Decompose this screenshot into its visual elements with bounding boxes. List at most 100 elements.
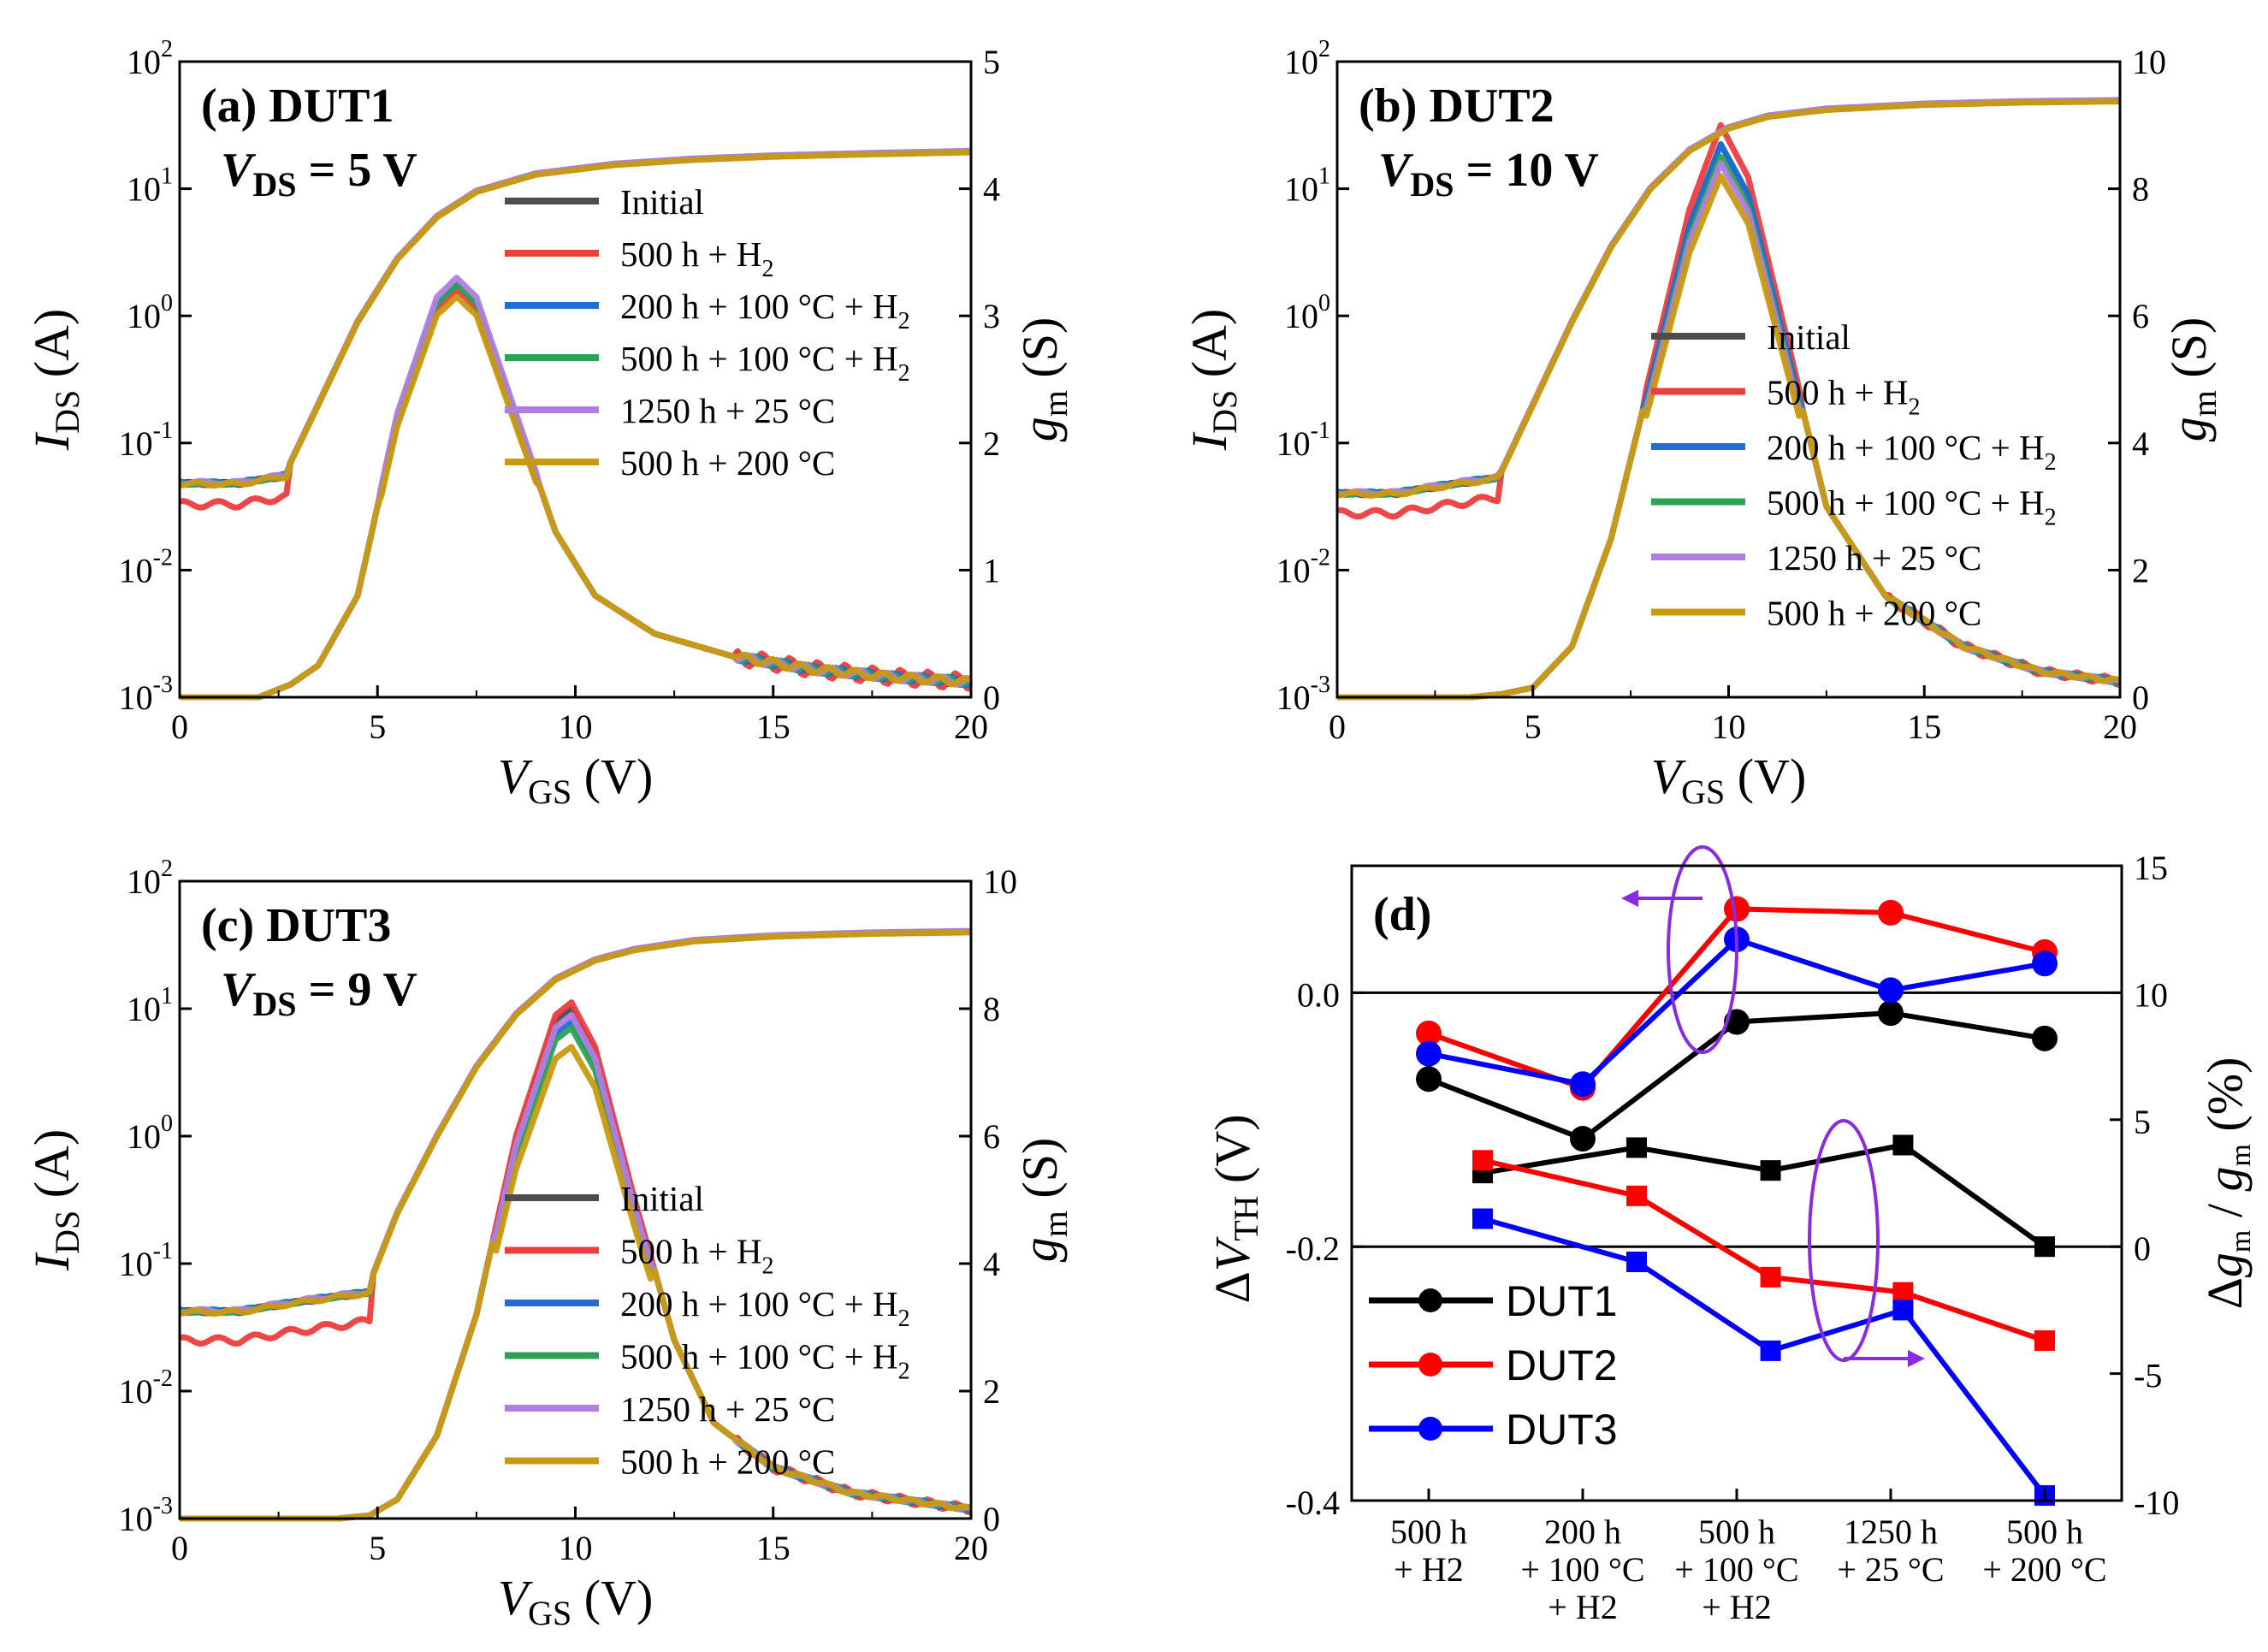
category-label: 1250 h + 25 °C <box>1837 1513 1944 1589</box>
tick-base: 10 <box>127 170 161 209</box>
category-label: 500 h + H2 <box>1390 1513 1467 1589</box>
y2-tick-label: 0 <box>2132 678 2149 717</box>
y2-tick-label: 10 <box>2134 975 2168 1014</box>
vds-sub: DS <box>1410 165 1454 204</box>
legend-label: DUT2 <box>1506 1341 1618 1389</box>
tick-exponent: 0 <box>161 1110 173 1137</box>
panel-title: (a) DUT1 <box>201 80 394 133</box>
dvth-point-DUT2 <box>1878 899 1904 926</box>
tick-base: 10 <box>119 424 153 463</box>
axis-delta: Δ <box>1205 1271 1260 1303</box>
ids-curve-5 <box>1336 98 2121 499</box>
tick-base: 10 <box>119 551 153 589</box>
y-tick-label: 100 <box>1284 290 1330 335</box>
y2-tick-label: 10 <box>983 862 1017 901</box>
axis-var: I <box>24 1252 80 1271</box>
dgm-point-DUT2 <box>1760 1266 1781 1288</box>
tick-exponent: -2 <box>1311 544 1330 571</box>
legend-label: 1250 h + 25 °C <box>620 391 835 430</box>
legend-label: DUT1 <box>1506 1277 1618 1325</box>
gm-curve-5 <box>1337 173 2122 701</box>
x-tick-label: 0 <box>171 708 188 746</box>
y2-axis-label: Δgm / gm (%) <box>2197 1057 2257 1310</box>
category-line: + H2 <box>1394 1550 1463 1589</box>
y2-tick-label: 4 <box>983 170 1000 209</box>
y-tick-label: 101 <box>127 983 173 1028</box>
tick-exponent: 1 <box>161 163 173 190</box>
dgm-point-DUT1 <box>1760 1160 1781 1181</box>
y-tick-label: 102 <box>127 856 173 901</box>
y2-tick-label: 5 <box>2134 1103 2151 1141</box>
tick-exponent: 2 <box>1318 36 1330 62</box>
axis-unit: (A) <box>1181 309 1237 390</box>
x-tick-label: 5 <box>369 1529 386 1567</box>
y-tick-label: 100 <box>127 1110 173 1156</box>
category-line: 500 h <box>1390 1513 1467 1551</box>
legend-text: 500 h + H <box>1767 373 1908 412</box>
axis-sep: / <box>2197 1192 2253 1230</box>
axis-sub: DS <box>48 1211 86 1254</box>
legend-label: Initial <box>1767 317 1851 357</box>
axis-sub: GS <box>528 773 571 811</box>
y-axis-label: ΔVTH (V) <box>1205 1114 1265 1303</box>
x-tick-label: 0 <box>1329 708 1346 746</box>
y-tick-label: 10-3 <box>119 1493 173 1538</box>
legend-label: 500 h + 100 °C + H2 <box>620 339 910 387</box>
tick-base: 10 <box>127 297 161 335</box>
legend-label: 200 h + 100 °C + H2 <box>620 287 910 335</box>
category-label: 500 h + 200 °C <box>1982 1513 2106 1589</box>
legend-label: DUT3 <box>1506 1406 1618 1454</box>
y-tick-label: -0.4 <box>1286 1483 1340 1522</box>
tick-exponent: -2 <box>153 544 173 571</box>
dgm-point-DUT1 <box>2034 1236 2055 1258</box>
tick-base: 10 <box>1284 170 1318 209</box>
dgm-point-DUT3 <box>1472 1208 1493 1229</box>
vds-sub: DS <box>252 165 296 204</box>
axis-sub: GS <box>528 1594 571 1632</box>
legend-text: 500 h + 100 °C + H <box>620 1337 898 1377</box>
axis-sub: m <box>2225 1144 2257 1166</box>
legend-label: 500 h + H2 <box>620 234 773 282</box>
legend-label: 200 h + 100 °C + H2 <box>620 1284 910 1332</box>
legend-text: 200 h + 100 °C + H <box>620 287 898 326</box>
axis-sub: TH <box>1227 1195 1265 1240</box>
vds-var: V <box>221 144 257 197</box>
dvth-point-DUT2 <box>1724 896 1750 922</box>
dgm-point-DUT2 <box>1626 1185 1647 1206</box>
dvth-point-DUT1 <box>1416 1066 1442 1092</box>
y2-axis-label: gm (S) <box>1012 1138 1075 1263</box>
y-tick-label: 10-3 <box>1276 672 1330 717</box>
legend-text: Initial <box>620 1179 704 1218</box>
tick-base: 10 <box>1276 678 1311 717</box>
y2-tick-label: 2 <box>2132 551 2149 589</box>
axis-unit: (V) <box>1725 749 1806 804</box>
legend-label: 500 h + 200 °C <box>620 443 835 483</box>
dvth-point-DUT2 <box>1416 1020 1442 1046</box>
legend-text: 1250 h + 25 °C <box>1767 538 1981 577</box>
y-tick-label: 102 <box>1284 36 1330 81</box>
legend-marker <box>1418 1288 1442 1312</box>
legend-sub: 2 <box>898 360 910 387</box>
tick-exponent: -1 <box>153 1238 173 1264</box>
tick-base: 10 <box>127 990 161 1028</box>
tick-base: 10 <box>127 43 161 81</box>
legend-sub: 2 <box>898 308 910 335</box>
legend-label: Initial <box>620 1179 704 1218</box>
x-axis-label: VGS (V) <box>1651 749 1807 811</box>
y-tick-label: 101 <box>1284 163 1330 209</box>
legend-sub: 2 <box>2045 505 2057 531</box>
tick-base: 10 <box>1276 551 1311 589</box>
tick-exponent: -3 <box>153 672 173 698</box>
legend-text: 500 h + 100 °C + H <box>1767 483 2045 523</box>
tick-exponent: 2 <box>161 856 173 882</box>
category-label: 500 h + 100 °C + H2 <box>1674 1513 1798 1626</box>
y-tick-label: 10-1 <box>119 1238 173 1283</box>
y-tick-label: 10-2 <box>1276 544 1330 589</box>
axis-unit: (V) <box>571 749 653 804</box>
dvth-point-DUT3 <box>1570 1071 1596 1098</box>
x-tick-label: 20 <box>954 1529 988 1567</box>
legend-text: 200 h + 100 °C + H <box>1767 428 2045 467</box>
tick-exponent: 1 <box>1318 163 1330 190</box>
